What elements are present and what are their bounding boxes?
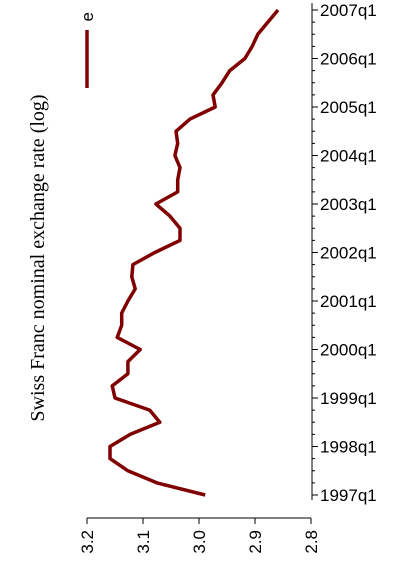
value-tick-label: 3.0	[190, 530, 209, 554]
time-tick-label: 2002q1	[320, 244, 377, 263]
time-tick-label: 2000q1	[320, 341, 377, 360]
series-line	[108, 8, 280, 497]
value-tick-label: 3.1	[134, 530, 153, 554]
time-tick-label: 1997q1	[320, 486, 377, 505]
time-tick-label: 1998q1	[320, 438, 377, 457]
time-tick-label: 2006q1	[320, 50, 377, 69]
axis-title: Swiss Franc nominal exchange rate (log)	[27, 94, 49, 421]
value-tick-label: 2.8	[302, 530, 321, 554]
time-tick-label: 2001q1	[320, 292, 377, 311]
time-tick-label: 2007q1	[320, 1, 377, 20]
time-tick-label: 1999q1	[320, 389, 377, 408]
time-tick-label: 2005q1	[320, 98, 377, 117]
value-tick-label: 3.2	[78, 530, 97, 554]
time-tick-label: 2004q1	[320, 147, 377, 166]
time-tick-label: 2003q1	[320, 195, 377, 214]
value-tick-label: 2.9	[246, 530, 265, 554]
legend-label: e	[78, 12, 97, 21]
